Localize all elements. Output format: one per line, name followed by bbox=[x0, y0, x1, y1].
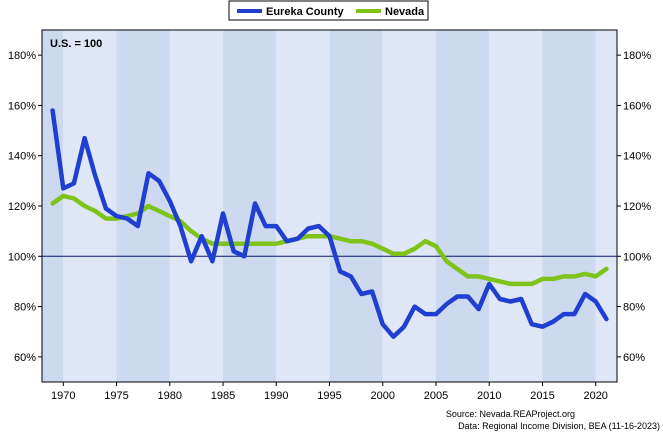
plot-bands bbox=[42, 30, 617, 382]
y-tick-label-left: 60% bbox=[14, 352, 36, 364]
plot-band bbox=[595, 30, 617, 382]
y-tick-label-right: 120% bbox=[623, 201, 651, 213]
x-tick-label: 1980 bbox=[158, 390, 182, 402]
y-tick-label-right: 80% bbox=[623, 302, 645, 314]
plot-band bbox=[169, 30, 224, 382]
y-tick-label-right: 160% bbox=[623, 100, 651, 112]
y-tick-label-right: 140% bbox=[623, 151, 651, 163]
y-axis-ticks-right: 60% 80% 100% 120% 140% 160% 180% bbox=[617, 50, 651, 364]
y-tick-label-left: 160% bbox=[8, 100, 36, 112]
x-tick-label: 2000 bbox=[370, 390, 394, 402]
x-tick-label: 1970 bbox=[51, 390, 75, 402]
x-tick-label: 1975 bbox=[104, 390, 128, 402]
legend: Eureka County Nevada bbox=[228, 0, 429, 21]
chart-annotation: U.S. = 100 bbox=[50, 38, 102, 50]
plot-band bbox=[542, 30, 596, 382]
y-tick-label-left: 80% bbox=[14, 302, 36, 314]
y-tick-label-left: 140% bbox=[8, 151, 36, 163]
x-tick-label: 1990 bbox=[264, 390, 288, 402]
y-tick-label-left: 180% bbox=[8, 50, 36, 62]
legend-box bbox=[228, 0, 429, 21]
x-tick-label: 2015 bbox=[530, 390, 554, 402]
x-axis-ticks: 1970 1975 1980 1985 1990 1995 2000 2005 2010 2015… bbox=[51, 382, 608, 402]
data-note: Data: Regional Income Division, BEA (11-… bbox=[458, 421, 660, 431]
series-line-eureka-county bbox=[50, 108, 609, 339]
plot-band bbox=[435, 30, 490, 382]
plot-band bbox=[329, 30, 383, 382]
y-tick-label-right: 180% bbox=[623, 50, 651, 62]
plot-band bbox=[489, 30, 543, 382]
plot-band bbox=[63, 30, 117, 382]
plot-band bbox=[382, 30, 436, 382]
x-tick-label: 2010 bbox=[477, 390, 501, 402]
y-tick-label-left: 120% bbox=[8, 201, 36, 213]
y-tick-label-right: 100% bbox=[623, 251, 651, 263]
x-tick-label: 2005 bbox=[424, 390, 448, 402]
legend-label-eureka: Eureka County bbox=[266, 6, 345, 18]
x-tick-label: 1985 bbox=[211, 390, 235, 402]
legend-label-nevada: Nevada bbox=[385, 6, 425, 18]
y-tick-label-right: 60% bbox=[623, 352, 645, 364]
series-lines bbox=[50, 108, 609, 339]
x-tick-label: 2020 bbox=[583, 390, 607, 402]
y-tick-label-left: 100% bbox=[8, 251, 36, 263]
plot-band bbox=[276, 30, 330, 382]
x-tick-label: 1995 bbox=[317, 390, 341, 402]
y-axis-ticks-left: 60% 80% 100% 120% 140% 160% 180% bbox=[8, 50, 42, 364]
source-note: Source: Nevada.REAProject.org bbox=[446, 409, 575, 419]
plot-band bbox=[223, 30, 277, 382]
plot-band bbox=[42, 30, 64, 382]
